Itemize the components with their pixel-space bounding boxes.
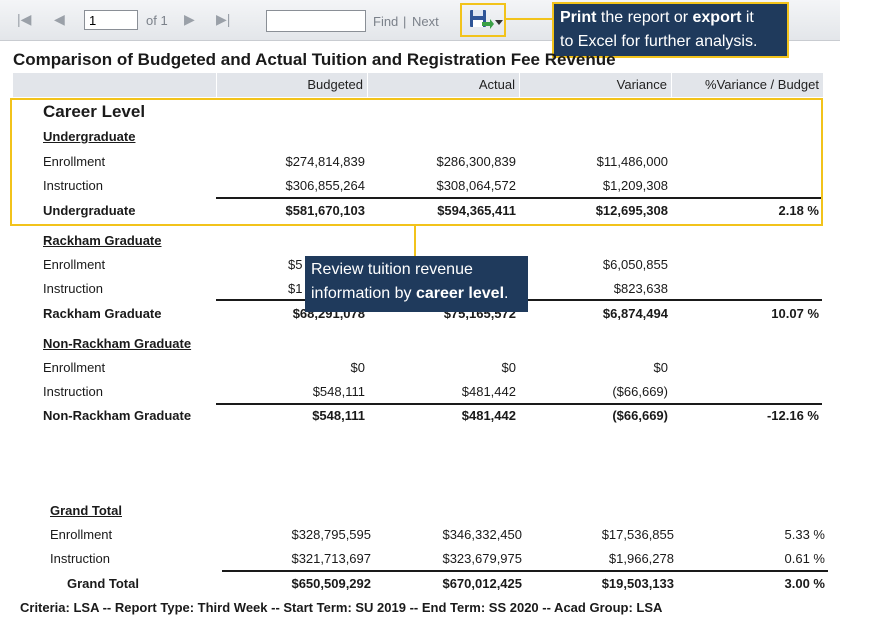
find-separator: | <box>403 14 407 29</box>
subtotal-label: Rackham Graduate <box>43 306 162 321</box>
find-text-input[interactable] <box>266 10 366 32</box>
row-label: Instruction <box>43 178 103 193</box>
cell-variance-total: $12,695,308 <box>595 203 668 218</box>
cell-actual-total: $594,365,411 <box>437 203 516 218</box>
report-criteria: Criteria: LSA -- Report Type: Third Week… <box>20 600 663 615</box>
callout-text: Review tuition revenue <box>311 261 473 278</box>
previous-page-icon[interactable]: ◀ <box>54 11 65 27</box>
page-number-input[interactable] <box>84 10 138 30</box>
find-next-link[interactable]: Next <box>412 14 439 29</box>
cell-variance: $0 <box>653 360 668 375</box>
cell-variance-total: $19,503,133 <box>601 576 674 591</box>
column-header-actual: Actual <box>367 73 519 97</box>
export-callout: Print the report or export it to Excel f… <box>552 2 789 58</box>
first-page-icon[interactable]: |◀ <box>17 11 32 27</box>
cell-variance: $1,966,278 <box>608 551 674 566</box>
cell-budgeted: $306,855,264 <box>285 178 365 193</box>
last-page-icon[interactable]: ▶| <box>216 11 231 27</box>
callout-text: information by <box>311 285 416 302</box>
callout-text: the report or <box>596 9 693 26</box>
next-page-icon[interactable]: ▶ <box>184 11 195 27</box>
cell-actual: $0 <box>501 360 516 375</box>
page-count-label: of 1 <box>146 13 168 28</box>
cell-actual: $346,332,450 <box>442 527 522 542</box>
cell-pct: 5.33 % <box>784 527 825 542</box>
callout-text: . <box>504 285 509 302</box>
cell-budgeted: $548,111 <box>312 384 365 399</box>
career-level-heading: Career Level <box>43 102 146 121</box>
cell-pct-total: 3.00 % <box>784 576 825 591</box>
cell-pct-total: 10.07 % <box>771 306 819 321</box>
career-level-callout: Review tuition revenue information by ca… <box>305 256 528 312</box>
cell-budgeted-total: $581,670,103 <box>285 203 365 218</box>
cell-actual: $323,679,975 <box>442 551 522 566</box>
callout-career-level-word: career level <box>415 285 505 302</box>
callout-text: it <box>741 9 754 26</box>
grand-total-rule <box>222 570 828 572</box>
export-button[interactable] <box>460 3 506 37</box>
row-label: Enrollment <box>43 360 106 375</box>
cell-variance: $17,536,855 <box>601 527 674 542</box>
group-heading-rackham-graduate: Rackham Graduate <box>43 233 162 248</box>
subtotal-label: Undergraduate <box>43 203 136 218</box>
row-label: Instruction <box>43 281 103 296</box>
cell-actual: $308,064,572 <box>436 178 516 193</box>
cell-variance: $11,486,000 <box>596 154 668 169</box>
column-header-budgeted: Budgeted <box>216 73 367 97</box>
row-label: Instruction <box>50 551 110 566</box>
row-label: Enrollment <box>50 527 113 542</box>
save-export-icon <box>470 10 494 29</box>
cell-actual-total: $670,012,425 <box>442 576 522 591</box>
cell-budgeted: $274,814,839 <box>285 154 365 169</box>
cell-budgeted: $321,713,697 <box>291 551 371 566</box>
cell-actual-total: $481,442 <box>461 408 516 423</box>
cell-variance: $823,638 <box>613 281 668 296</box>
row-label: Enrollment <box>43 154 106 169</box>
career-level-highlight <box>10 98 823 226</box>
cell-variance: $6,050,855 <box>602 257 668 272</box>
cell-budgeted: $328,795,595 <box>291 527 371 542</box>
career-callout-connector <box>414 226 416 256</box>
column-header-pct-variance: %Variance / Budget <box>671 73 823 97</box>
subtotal-rule <box>216 403 822 405</box>
cell-variance: $1,209,308 <box>602 178 668 193</box>
report-title: Comparison of Budgeted and Actual Tuitio… <box>13 50 616 69</box>
subtotal-label: Non-Rackham Graduate <box>43 408 192 423</box>
group-heading-undergraduate: Undergraduate <box>43 129 136 144</box>
cell-pct: 0.61 % <box>784 551 825 566</box>
row-label: Instruction <box>43 384 103 399</box>
callout-export-word: export <box>692 9 742 26</box>
group-heading-non-rackham-graduate: Non-Rackham Graduate <box>43 336 192 351</box>
cell-variance-total: $6,874,494 <box>602 306 668 321</box>
cell-actual: $286,300,839 <box>436 154 516 169</box>
row-label: Enrollment <box>43 257 106 272</box>
callout-print-word: Print <box>560 9 597 26</box>
column-header-row: Budgeted Actual Variance %Variance / Bud… <box>13 73 823 97</box>
subtotal-rule <box>216 197 822 199</box>
cell-variance-total: ($66,669) <box>612 408 668 423</box>
cell-actual: $481,442 <box>461 384 516 399</box>
grand-total-heading: Grand Total <box>50 503 122 518</box>
cell-pct-total: 2.18 % <box>778 203 819 218</box>
cell-budgeted-total: $548,111 <box>312 408 365 423</box>
dropdown-arrow-icon[interactable] <box>495 20 503 26</box>
cell-budgeted: $5 <box>288 257 303 272</box>
cell-variance: ($66,669) <box>612 384 668 399</box>
find-link[interactable]: Find <box>373 14 399 29</box>
cell-pct-total: -12.16 % <box>766 408 819 423</box>
export-callout-connector <box>505 18 553 20</box>
cell-budgeted-total: $650,509,292 <box>291 576 371 591</box>
cell-budgeted: $0 <box>350 360 365 375</box>
column-header-variance: Variance <box>519 73 671 97</box>
cell-budgeted: $1 <box>288 281 303 296</box>
callout-text: to Excel for further analysis. <box>560 33 758 50</box>
grand-total-label: Grand Total <box>67 576 139 591</box>
